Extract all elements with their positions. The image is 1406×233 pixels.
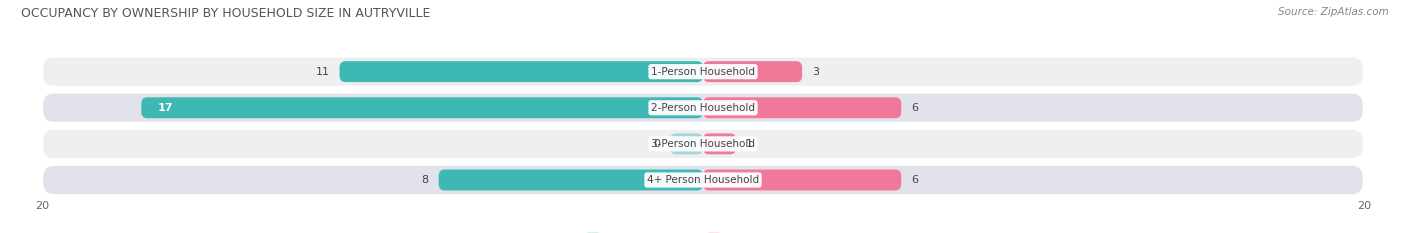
FancyBboxPatch shape — [703, 97, 901, 118]
FancyBboxPatch shape — [42, 129, 1364, 159]
Text: 6: 6 — [911, 175, 918, 185]
Text: 4+ Person Household: 4+ Person Household — [647, 175, 759, 185]
FancyBboxPatch shape — [703, 134, 737, 154]
Text: 11: 11 — [315, 67, 329, 77]
FancyBboxPatch shape — [703, 170, 901, 190]
Text: 6: 6 — [911, 103, 918, 113]
Text: Source: ZipAtlas.com: Source: ZipAtlas.com — [1278, 7, 1389, 17]
FancyBboxPatch shape — [141, 97, 703, 118]
Text: 8: 8 — [422, 175, 429, 185]
FancyBboxPatch shape — [42, 56, 1364, 87]
FancyBboxPatch shape — [669, 134, 703, 154]
Text: 17: 17 — [157, 103, 173, 113]
Text: 1-Person Household: 1-Person Household — [651, 67, 755, 77]
FancyBboxPatch shape — [42, 93, 1364, 123]
FancyBboxPatch shape — [339, 61, 703, 82]
Text: 0: 0 — [652, 139, 659, 149]
Text: 3-Person Household: 3-Person Household — [651, 139, 755, 149]
Legend: Owner-occupied, Renter-occupied: Owner-occupied, Renter-occupied — [582, 228, 824, 233]
Text: 2-Person Household: 2-Person Household — [651, 103, 755, 113]
Text: OCCUPANCY BY OWNERSHIP BY HOUSEHOLD SIZE IN AUTRYVILLE: OCCUPANCY BY OWNERSHIP BY HOUSEHOLD SIZE… — [21, 7, 430, 20]
FancyBboxPatch shape — [439, 170, 703, 190]
FancyBboxPatch shape — [42, 165, 1364, 195]
Text: 3: 3 — [813, 67, 820, 77]
Text: 1: 1 — [747, 139, 754, 149]
FancyBboxPatch shape — [703, 61, 801, 82]
